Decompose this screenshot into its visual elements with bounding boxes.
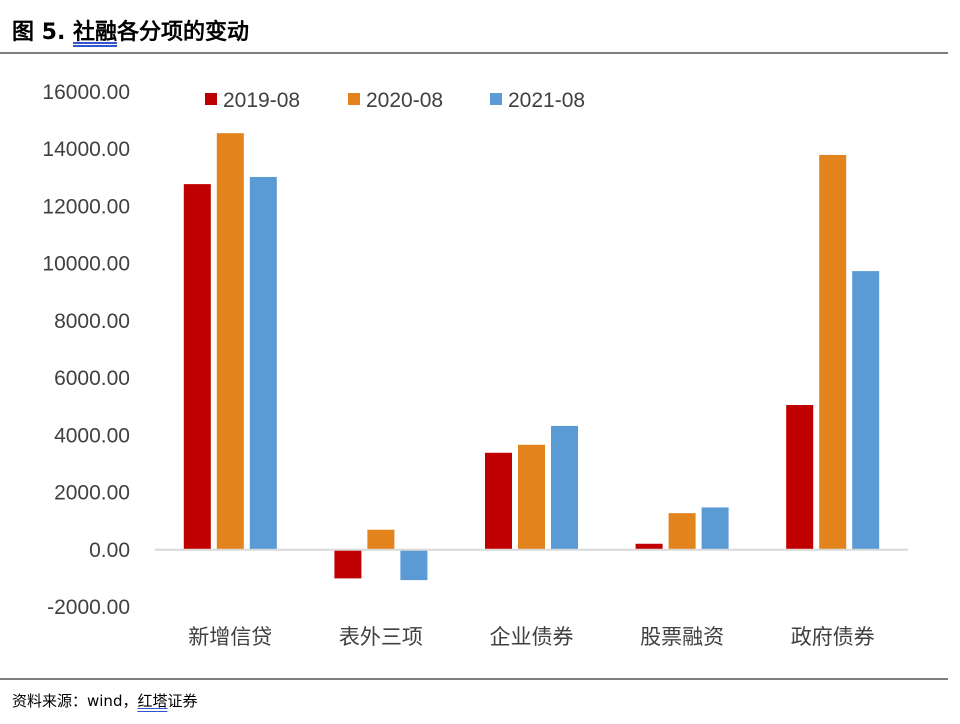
bar [551,425,578,550]
bar [852,271,880,550]
bar [400,549,428,581]
bottom-rule [0,678,948,680]
bar [786,405,814,550]
legend-swatch [348,93,360,105]
bar [216,133,244,550]
y-tick-label: 10000.00 [42,253,130,276]
category-label: 表外三项 [339,625,423,649]
top-rule [0,52,948,54]
source-rest: 证券 [167,692,198,710]
figure-title-rest: 各分项的变动 [117,20,250,45]
figure-title-prefix: 图 5. [12,20,73,45]
bar [635,543,663,550]
y-tick-label: 12000.00 [42,195,130,218]
figure-title-underlined: 社融 [72,20,117,45]
bar [701,507,729,550]
bar [183,184,211,550]
legend-label: 2021-08 [508,89,585,112]
bar [819,154,847,550]
figure-title: 图 5. 社融各分项的变动 [12,14,249,46]
y-tick-label: 6000.00 [54,367,130,390]
category-label: 政府债券 [791,625,875,649]
legend-label: 2019-08 [223,89,300,112]
bar [249,176,277,550]
bar [668,513,696,550]
source-note: 资料来源：wind，红塔证券 [12,690,198,711]
bar [334,549,362,579]
category-label: 企业债券 [490,625,574,649]
bar-chart: 16000.00 14000.00 12000.00 10000.00 8000.00 6… [42,81,908,649]
category-label: 股票融资 [640,625,724,649]
source-underlined: 红塔 [137,692,168,710]
y-tick-label: 0.00 [89,539,130,562]
y-tick-label: 2000.00 [54,482,130,505]
y-tick-label: 14000.00 [42,138,130,161]
category-label: 新增信贷 [188,625,272,649]
bar [485,452,512,550]
y-tick-label: 8000.00 [54,310,130,333]
legend-swatch [490,93,502,105]
y-tick-label: 4000.00 [54,424,130,447]
legend-label: 2020-08 [366,89,443,112]
legend-swatch [205,93,217,105]
source-prefix: 资料来源：wind， [12,692,138,710]
y-tick-label: -2000.00 [47,596,130,619]
bar [367,529,395,550]
bar [518,444,545,550]
y-tick-label: 16000.00 [42,81,130,104]
